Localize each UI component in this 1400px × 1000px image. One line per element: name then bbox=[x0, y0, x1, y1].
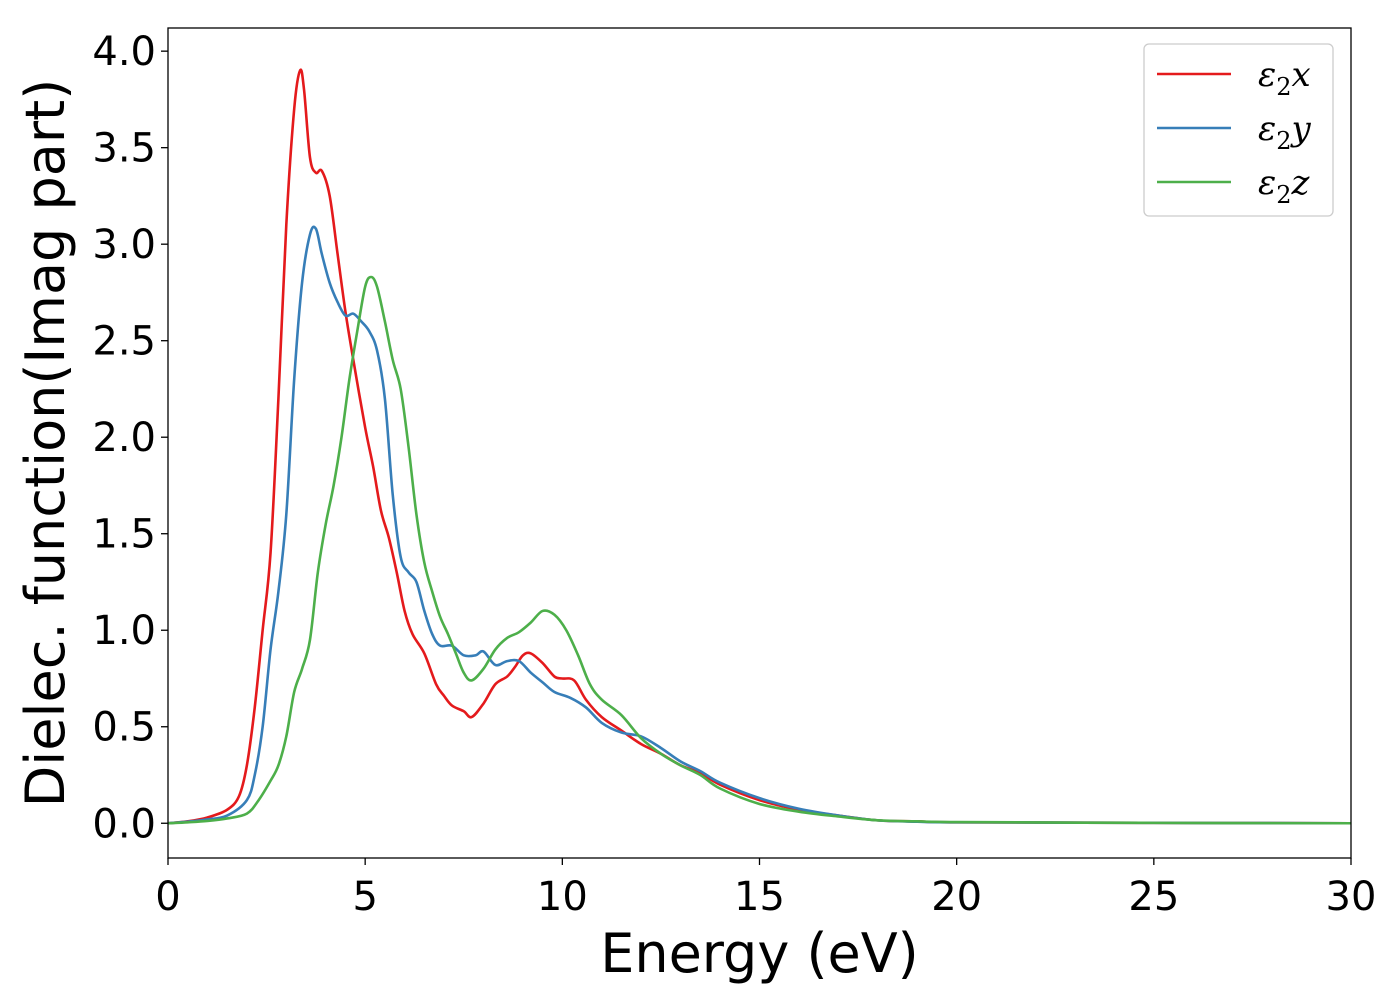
series-line-y bbox=[167, 225, 1352, 825]
legend-label-y: ε2y bbox=[1258, 109, 1312, 155]
y-tick-label: 0.0 bbox=[92, 801, 156, 847]
x-tick-label: 15 bbox=[734, 874, 785, 920]
series-group bbox=[167, 68, 1352, 825]
legend-label-z: ε2z bbox=[1258, 163, 1311, 209]
x-tick-label: 20 bbox=[931, 874, 982, 920]
y-tick-label: 1.0 bbox=[92, 608, 156, 654]
x-tick-label: 10 bbox=[537, 874, 588, 920]
x-tick-label: 0 bbox=[155, 874, 180, 920]
y-tick-label: 1.5 bbox=[92, 512, 156, 558]
x-axis-label: Energy (eV) bbox=[600, 922, 919, 985]
legend: ε2x ε2y ε2z bbox=[1143, 43, 1334, 217]
y-tick-label: 4.0 bbox=[92, 29, 156, 75]
x-tick-label: 5 bbox=[352, 874, 377, 920]
series-line-z bbox=[167, 275, 1352, 825]
y-tick-label: 0.5 bbox=[92, 705, 156, 751]
x-axis-ticks: 0 5 10 15 20 25 30 bbox=[155, 858, 1376, 920]
y-tick-label: 2.0 bbox=[92, 415, 156, 461]
series-line-x bbox=[167, 68, 1352, 825]
x-tick-label: 25 bbox=[1128, 874, 1179, 920]
x-tick-label: 30 bbox=[1326, 874, 1377, 920]
legend-box bbox=[1143, 43, 1334, 217]
y-tick-label: 2.5 bbox=[92, 319, 156, 365]
y-axis-label: Dielec. function(Imag part) bbox=[14, 79, 77, 808]
legend-label-x: ε2x bbox=[1258, 55, 1311, 101]
y-axis-ticks: 0.0 0.5 1.0 1.5 2.0 2.5 3.0 3.5 4.0 bbox=[92, 29, 168, 847]
y-tick-label: 3.0 bbox=[92, 222, 156, 268]
y-tick-label: 3.5 bbox=[92, 126, 156, 172]
